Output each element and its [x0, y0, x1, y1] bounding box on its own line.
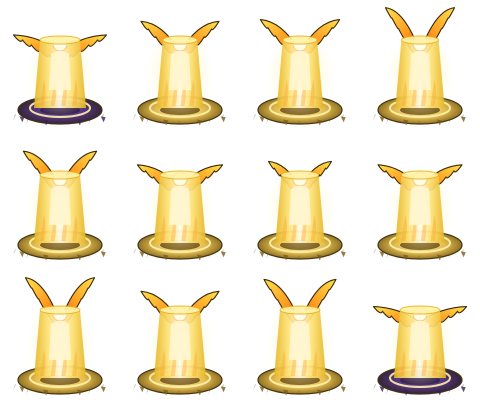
- sprite-frame: [133, 290, 226, 396]
- sprite-frame: [373, 164, 466, 261]
- sprite-frame: [133, 20, 226, 126]
- sprite-frame: [253, 19, 346, 126]
- sprite-frame: [373, 7, 466, 126]
- sprite-frame: [253, 160, 346, 261]
- sprite-frame: [372, 301, 468, 396]
- sprite-frame: [12, 31, 108, 126]
- sprite-frame: [133, 164, 226, 261]
- frames-layer: [12, 7, 468, 396]
- sprite-frame: [253, 278, 346, 396]
- sprite-frame: [13, 150, 106, 261]
- sprite-frame: [13, 277, 106, 396]
